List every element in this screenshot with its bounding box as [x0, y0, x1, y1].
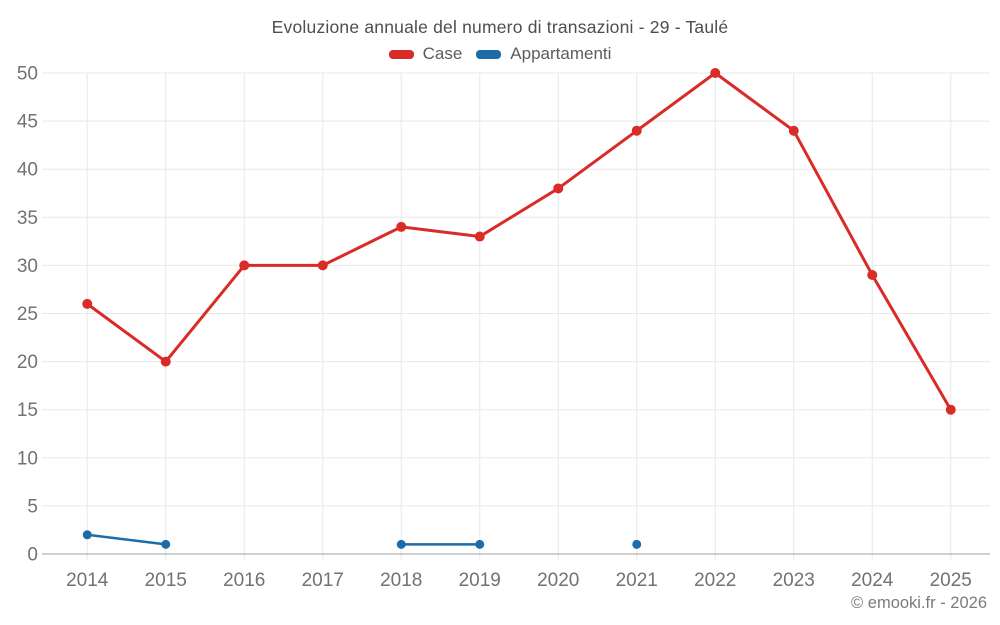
- chart-legend: Case Appartamenti: [0, 44, 1000, 64]
- svg-text:30: 30: [17, 256, 38, 277]
- svg-text:15: 15: [17, 400, 38, 421]
- svg-text:10: 10: [17, 448, 38, 469]
- svg-text:2023: 2023: [773, 570, 815, 591]
- svg-text:20: 20: [17, 352, 38, 373]
- svg-text:45: 45: [17, 112, 38, 133]
- svg-text:2018: 2018: [380, 570, 422, 591]
- svg-text:2022: 2022: [694, 570, 736, 591]
- legend-label-appartamenti: Appartamenti: [510, 44, 612, 63]
- svg-text:2021: 2021: [616, 570, 658, 591]
- svg-text:5: 5: [27, 496, 38, 517]
- svg-text:35: 35: [17, 208, 38, 229]
- svg-text:2025: 2025: [930, 570, 972, 591]
- svg-text:2017: 2017: [302, 570, 344, 591]
- appartamenti-series-swatch-icon: [476, 49, 502, 59]
- svg-text:50: 50: [17, 64, 38, 85]
- svg-text:2020: 2020: [537, 570, 579, 591]
- svg-text:2015: 2015: [145, 570, 187, 591]
- svg-text:0: 0: [27, 545, 38, 566]
- legend-item-appartamenti[interactable]: Appartamenti: [476, 44, 611, 64]
- case-series-swatch-icon: [388, 49, 414, 59]
- svg-text:25: 25: [17, 304, 38, 325]
- copyright-text: © emooki.fr - 2026: [851, 594, 987, 612]
- svg-text:40: 40: [17, 160, 38, 181]
- legend-label-case: Case: [422, 44, 463, 63]
- svg-text:2014: 2014: [66, 570, 109, 591]
- svg-text:2019: 2019: [459, 570, 501, 591]
- svg-text:2016: 2016: [223, 570, 265, 591]
- legend-item-case[interactable]: Case: [388, 44, 463, 64]
- chart-title: Evoluzione annuale del numero di transaz…: [271, 17, 729, 37]
- svg-text:2024: 2024: [851, 570, 894, 591]
